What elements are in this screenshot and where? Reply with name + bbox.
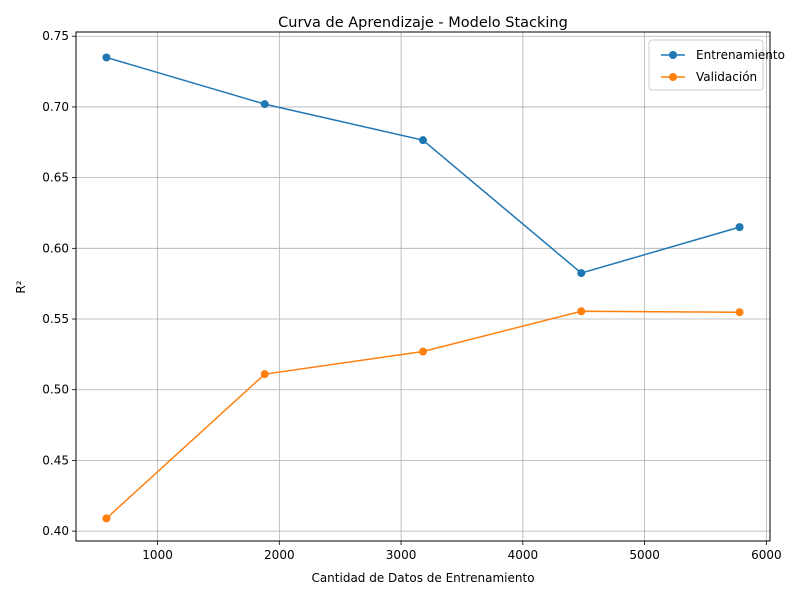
x-axis-label: Cantidad de Datos de Entrenamiento — [311, 571, 534, 585]
x-tick-label: 1000 — [142, 548, 173, 562]
data-point-entrenamiento — [735, 223, 744, 232]
y-axis-label: R² — [14, 280, 28, 293]
legend-marker-validacion — [669, 73, 677, 81]
series-layer — [102, 53, 744, 523]
y-tick-label: 0.60 — [42, 241, 69, 255]
legend-marker-entrenamiento — [669, 51, 677, 59]
y-tick-label: 0.65 — [42, 171, 69, 185]
x-tick-label: 6000 — [751, 548, 782, 562]
ticks: 1000 2000 3000 4000 5000 6000 0.40 0.45 0.50 0.55… — [42, 29, 781, 562]
y-tick-label: 0.50 — [42, 383, 69, 397]
data-point-entrenamiento — [577, 269, 586, 278]
data-point-entrenamiento — [260, 100, 269, 109]
plot-frame — [75, 31, 771, 542]
legend-label-entrenamiento: Entrenamiento — [696, 48, 785, 62]
data-point-validacion — [735, 308, 744, 317]
legend-label-validacion: Validación — [696, 70, 757, 84]
data-point-validacion — [577, 307, 586, 316]
x-tick-label: 4000 — [508, 548, 539, 562]
chart-title: Curva de Aprendizaje - Modelo Stacking — [278, 15, 568, 31]
data-point-validacion — [260, 370, 269, 379]
grid — [76, 32, 770, 541]
y-tick-label: 0.70 — [42, 100, 69, 114]
y-tick-label: 0.45 — [42, 453, 69, 467]
data-point-validacion — [419, 347, 427, 356]
y-tick-label: 0.55 — [42, 312, 69, 326]
data-point-validacion — [102, 514, 111, 523]
y-tick-label: 0.75 — [42, 29, 69, 43]
x-tick-label: 3000 — [386, 548, 417, 562]
legend: Entrenamiento Validación — [648, 39, 785, 91]
data-point-entrenamiento — [102, 53, 111, 62]
x-tick-label: 2000 — [264, 548, 295, 562]
y-tick-label: 0.40 — [42, 524, 69, 538]
data-point-entrenamiento — [419, 136, 427, 145]
x-tick-label: 5000 — [629, 548, 660, 562]
